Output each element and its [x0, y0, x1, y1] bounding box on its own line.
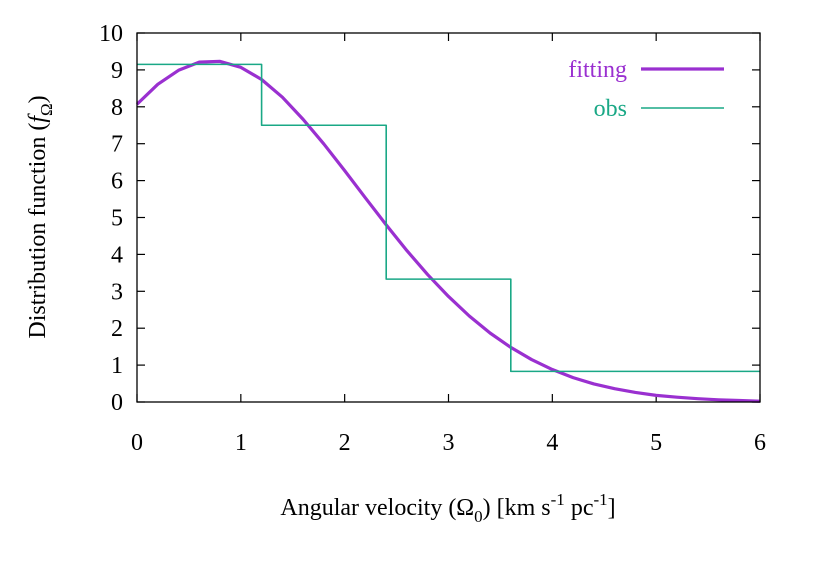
x-tick-label: 6	[754, 430, 766, 456]
ticks-layer: 0 1 2 3 4 5 6 0 1 2 3 4 5 6 7 8 9 10	[99, 21, 766, 456]
x-tick-label: 5	[650, 430, 662, 456]
x-axis-title: Angular velocity (Ω0) [km s-1 pc-1]	[280, 490, 615, 526]
series-layer	[135, 59, 761, 403]
y-axis-title: Distribution function (fΩ)	[25, 95, 56, 338]
x-tick-label: 3	[443, 430, 455, 456]
plot-frame	[136, 32, 761, 403]
y-tick-label: 8	[111, 95, 123, 121]
x-tick-label: 4	[546, 430, 558, 456]
x-tick-label: 0	[131, 430, 143, 456]
y-tick-label: 6	[111, 169, 123, 195]
y-tick-label: 3	[111, 279, 123, 305]
y-tick-label: 5	[111, 206, 123, 232]
y-tick-label: 2	[111, 316, 123, 342]
y-tick-label: 0	[111, 390, 123, 416]
series-line-fitting	[135, 59, 761, 403]
legend-label-obs: obs	[594, 96, 627, 122]
legend-label-fitting: fitting	[568, 57, 627, 83]
series-line-obs	[137, 63, 760, 373]
y-tick-label: 1	[111, 353, 123, 379]
x-tick-label: 2	[339, 430, 351, 456]
y-tick-label: 7	[111, 132, 123, 158]
y-tick-label: 9	[111, 58, 123, 84]
y-tick-label: 4	[111, 242, 123, 268]
x-tick-label: 1	[235, 430, 247, 456]
y-tick-label: 10	[99, 21, 123, 47]
legend: fitting obs	[568, 57, 724, 122]
